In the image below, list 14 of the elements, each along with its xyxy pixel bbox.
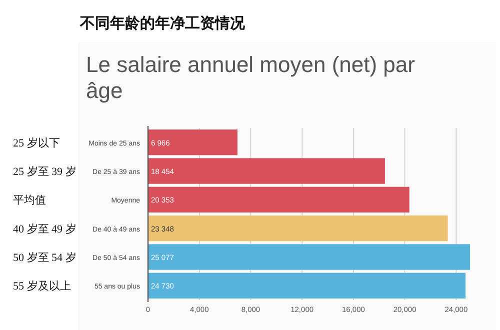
bar [148,130,238,156]
text: 50 岁至 54 岁 [13,252,76,264]
chart-subtitle: Le salaire annuel moyen (net) par âge [86,52,415,103]
bar [148,186,410,212]
text: 40 岁至 49 岁 [13,223,76,236]
bar [148,272,466,298]
text: 25 岁以下 [13,136,60,150]
chart-title: 不同年龄的年净工资情况 [79,15,246,32]
bar [148,244,470,270]
text: 25 岁至 39 岁 [13,166,76,178]
text: 55 岁及以上 [13,280,71,293]
text: 平均值 [13,194,46,207]
bar [148,216,448,242]
bar [148,158,385,184]
